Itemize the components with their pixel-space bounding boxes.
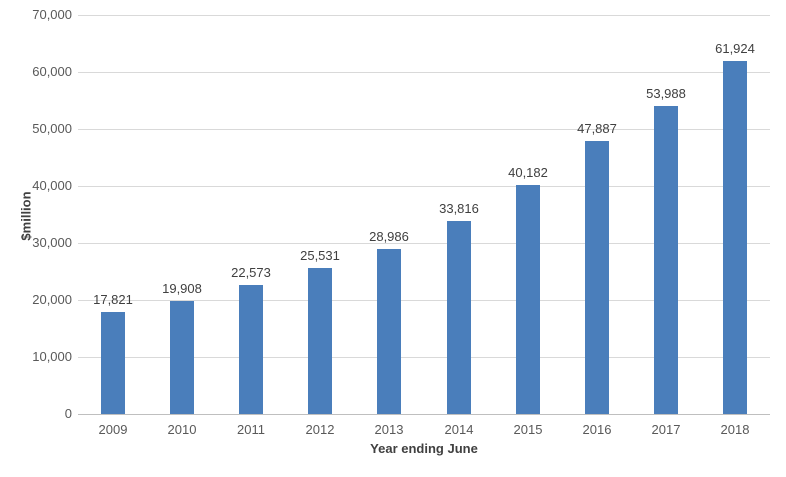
bar-2017 [654, 106, 678, 414]
x-tick-label-2009: 2009 [98, 422, 128, 437]
x-tick-label-2015: 2015 [513, 422, 543, 437]
x-tick-label-2010: 2010 [167, 422, 197, 437]
gridline [78, 15, 770, 16]
x-tick-label-2013: 2013 [374, 422, 404, 437]
data-label-2013: 28,986 [369, 229, 409, 244]
y-tick-label: 60,000 [32, 64, 72, 79]
bar-2016 [585, 141, 609, 414]
y-tick-label: 20,000 [32, 292, 72, 307]
data-label-2016: 47,887 [577, 121, 617, 136]
x-tick-label-2018: 2018 [720, 422, 750, 437]
bar-2013 [377, 249, 401, 414]
x-tick-label-2014: 2014 [444, 422, 474, 437]
gridline [78, 129, 770, 130]
bar-2010 [170, 301, 194, 414]
gridline [78, 300, 770, 301]
gridline [78, 72, 770, 73]
data-label-2017: 53,988 [646, 86, 686, 101]
gridline [78, 357, 770, 358]
data-label-2009: 17,821 [93, 292, 133, 307]
x-tick-label-2017: 2017 [651, 422, 681, 437]
bar-2014 [447, 221, 471, 414]
bar-2012 [308, 268, 332, 414]
data-label-2015: 40,182 [508, 165, 548, 180]
data-label-2010: 19,908 [162, 281, 202, 296]
x-tick-label-2012: 2012 [305, 422, 335, 437]
y-tick-label: 30,000 [32, 235, 72, 250]
bar-2009 [101, 312, 125, 414]
y-tick-label: 10,000 [32, 349, 72, 364]
y-tick-label: 70,000 [32, 7, 72, 22]
y-tick-label: 0 [64, 406, 72, 421]
y-axis-title: $million [18, 191, 34, 241]
y-tick-label: 50,000 [32, 121, 72, 136]
gridline [78, 186, 770, 187]
y-tick-label: 40,000 [32, 178, 72, 193]
x-tick-label-2016: 2016 [582, 422, 612, 437]
data-label-2011: 22,573 [231, 265, 271, 280]
data-label-2014: 33,816 [439, 201, 479, 216]
bar-2018 [723, 61, 747, 414]
data-label-2012: 25,531 [300, 248, 340, 263]
data-label-2018: 61,924 [715, 41, 755, 56]
gridline [78, 243, 770, 244]
bar-2015 [516, 185, 540, 414]
x-axis-title: Year ending June [370, 441, 478, 456]
bar-2011 [239, 285, 263, 414]
x-tick-label-2011: 2011 [237, 422, 265, 437]
x-axis-line [78, 414, 770, 415]
